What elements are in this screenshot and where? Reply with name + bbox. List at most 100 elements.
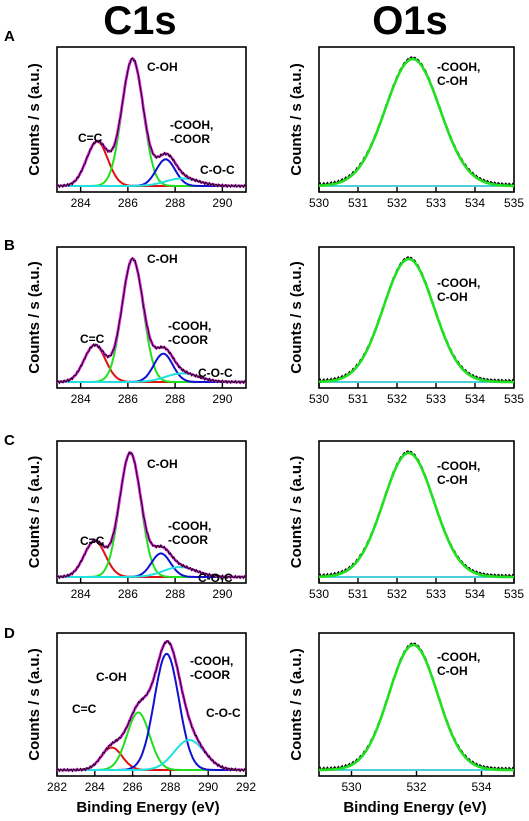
- axis-frame: [56, 440, 247, 584]
- axis-frame: [318, 46, 515, 193]
- x-tick-label: 530: [341, 780, 361, 794]
- raw-spectrum: [56, 450, 247, 580]
- x-tick-label: 535: [504, 196, 524, 210]
- axis-frame: [318, 246, 515, 389]
- x-tick-label: 532: [406, 780, 426, 794]
- peak-annotation: -COOH, C-OH: [437, 650, 480, 678]
- peak-annotation: -COOH, -COOR: [168, 319, 211, 347]
- x-tick-label: 533: [426, 196, 446, 210]
- x-tick-label: 288: [160, 780, 180, 794]
- peak-annotation: C=C: [80, 534, 105, 548]
- fit-envelope: [57, 257, 246, 384]
- raw-spectrum: [318, 642, 515, 772]
- x-tick-label: 286: [118, 392, 138, 406]
- panel-a-o1s: Counts / s (a.u.) 530 531 532 533 534 535 -COOH…: [288, 46, 524, 210]
- x-tick-label: 533: [426, 587, 446, 601]
- x-tick-label: 290: [212, 196, 232, 210]
- x-tick-label: 284: [85, 780, 105, 794]
- fit-peak: [319, 643, 514, 772]
- x-tick-label: 284: [71, 196, 91, 210]
- x-tick-label: 288: [165, 587, 185, 601]
- peak-annotation: C=C: [80, 332, 105, 346]
- x-tick-label: 284: [71, 587, 91, 601]
- x-tick-label: 288: [165, 196, 185, 210]
- axis-frame: [56, 632, 247, 777]
- panel-label-c: C: [4, 432, 15, 449]
- panels: Counts / s (a.u.) 284 286 288 290 C=C C-OH -COO…: [26, 46, 524, 794]
- fit-peak: [318, 257, 514, 384]
- x-tick-label: 532: [387, 196, 407, 210]
- y-axis-label: Counts / s (a.u.): [288, 261, 305, 374]
- panel-c-c1s: Counts / s (a.u.) 284 286 288 290 C=C C-OH -COO…: [26, 440, 247, 601]
- x-tick-label: 531: [348, 196, 368, 210]
- x-tick-label: 284: [71, 392, 91, 406]
- y-axis-label: Counts / s (a.u.): [288, 648, 305, 761]
- peak-annotation: C-O-C: [198, 571, 233, 585]
- panel-b-o1s: Counts / s (a.u.) 530 531 532 533 534 535 -COOH…: [288, 246, 524, 406]
- peak-annotation: C-O-C: [200, 163, 235, 177]
- peak-annotation: -COOH, C-OH: [437, 459, 480, 487]
- panel-d-o1s: Counts / s (a.u.) 530 532 534 -COOH, C-OH: [288, 632, 515, 794]
- peak-annotation: C=C: [72, 702, 97, 716]
- raw-spectrum: [56, 57, 247, 189]
- x-tick-label: 533: [426, 392, 446, 406]
- x-tick-label: 532: [387, 392, 407, 406]
- axis-frame: [318, 632, 515, 777]
- axis-frame: [318, 440, 515, 584]
- raw-spectrum: [318, 56, 515, 188]
- x-tick-label: 530: [309, 196, 329, 210]
- x-tick-label: 531: [348, 392, 368, 406]
- raw-spectrum: [56, 640, 247, 773]
- x-tick-label: 292: [236, 780, 256, 794]
- panel-b-c1s: Counts / s (a.u.) 284 286 288 290 C=C C-OH -COO…: [26, 246, 247, 406]
- x-tick-label: 534: [471, 780, 491, 794]
- peak-annotation: C-OH: [147, 252, 178, 266]
- panel-label-d: D: [4, 625, 15, 642]
- x-tick-label: 531: [348, 587, 368, 601]
- raw-spectrum: [56, 257, 247, 385]
- peak-annotation: -COOH, C-OH: [437, 60, 480, 88]
- panel-label-a: A: [4, 28, 15, 45]
- peak-coh: [57, 257, 246, 383]
- peak-annotation: C-OH: [147, 457, 178, 471]
- panel-c-o1s: Counts / s (a.u.) 530 531 532 533 534 535 -COOH…: [288, 440, 524, 601]
- column-title-o1s: O1s: [372, 0, 448, 43]
- x-axis-label-c1s: Binding Energy (eV): [76, 799, 219, 816]
- peak-annotation: -COOH, -COOR: [170, 118, 213, 146]
- peak-annotation: C=C: [78, 131, 103, 145]
- axis-frame: [56, 46, 247, 193]
- x-tick-label: 534: [465, 196, 485, 210]
- x-tick-label: 286: [118, 587, 138, 601]
- peak-annotation: -COOH, -COOR: [190, 654, 233, 682]
- x-tick-label: 534: [465, 587, 485, 601]
- y-axis-label: Counts / s (a.u.): [26, 261, 43, 374]
- peak-annotation: -COOH, -COOR: [168, 519, 211, 547]
- axis-frame: [56, 246, 247, 389]
- x-tick-label: 530: [309, 392, 329, 406]
- x-tick-label: 286: [118, 196, 138, 210]
- peak-annotation: C-OH: [96, 670, 127, 684]
- peak-annotation: C-OH: [147, 60, 178, 74]
- peak-annotation: -COOH, C-OH: [437, 276, 480, 304]
- y-axis-label: Counts / s (a.u.): [26, 63, 43, 176]
- y-axis-label: Counts / s (a.u.): [288, 63, 305, 176]
- x-tick-label: 535: [504, 392, 524, 406]
- peak-coh: [57, 451, 246, 578]
- x-tick-label: 534: [465, 392, 485, 406]
- panel-d-c1s: Counts / s (a.u.) 282 284 286 288 290 292 C=C C-…: [26, 632, 256, 794]
- fit-peak: [319, 57, 515, 188]
- panel-a-c1s: Counts / s (a.u.) 284 286 288 290 C=C C-OH -COO…: [26, 46, 247, 210]
- x-tick-label: 530: [309, 587, 329, 601]
- column-title-c1s: C1s: [103, 0, 176, 43]
- x-tick-label: 290: [212, 587, 232, 601]
- y-axis-label: Counts / s (a.u.): [288, 456, 305, 569]
- panel-label-b: B: [4, 237, 15, 254]
- x-tick-label: 282: [47, 780, 67, 794]
- x-tick-label: 532: [387, 587, 407, 601]
- x-tick-label: 290: [198, 780, 218, 794]
- x-tick-label: 535: [504, 587, 524, 601]
- x-tick-label: 288: [165, 392, 185, 406]
- y-axis-label: Counts / s (a.u.): [26, 456, 43, 569]
- peak-annotation: C-O-C: [206, 706, 241, 720]
- x-axis-label-o1s: Binding Energy (eV): [343, 799, 486, 816]
